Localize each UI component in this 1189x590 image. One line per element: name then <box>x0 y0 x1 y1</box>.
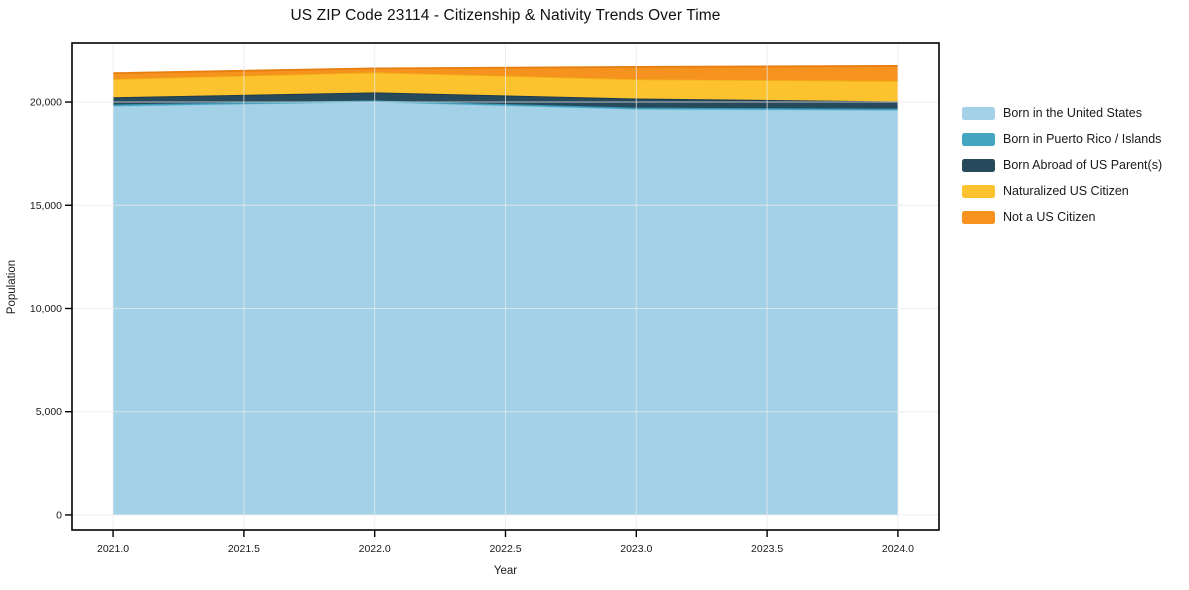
legend-swatch-not-citizen-icon <box>962 210 995 224</box>
x-tick-label: 2023.0 <box>620 543 652 555</box>
x-tick-label: 2022.5 <box>489 543 521 555</box>
legend-swatch-born-us-icon <box>962 106 995 120</box>
chart-title: US ZIP Code 23114 - Citizenship & Nativi… <box>290 7 721 24</box>
legend-item: Born in Puerto Rico / Islands <box>962 126 1162 152</box>
legend-label: Born in the United States <box>1003 106 1142 120</box>
y-tick-label: 10,000 <box>30 303 62 315</box>
legend-item: Born in the United States <box>962 100 1162 126</box>
legend-label: Born Abroad of US Parent(s) <box>1003 158 1163 172</box>
y-tick-label: 20,000 <box>30 97 62 109</box>
legend-label: Naturalized US Citizen <box>1003 184 1129 198</box>
x-axis-label: Year <box>493 565 518 577</box>
legend-item: Naturalized US Citizen <box>962 178 1162 204</box>
x-tick-label: 2021.5 <box>228 543 260 555</box>
x-tick-label: 2022.0 <box>359 543 391 555</box>
legend-item: Not a US Citizen <box>962 204 1162 230</box>
legend-label: Born in Puerto Rico / Islands <box>1003 132 1162 146</box>
legend-swatch-puerto-rico-icon <box>962 132 995 146</box>
y-axis-label: Population <box>6 259 18 315</box>
x-tick-label: 2024.0 <box>882 543 914 555</box>
legend-swatch-naturalized-icon <box>962 184 995 198</box>
x-tick-label: 2023.5 <box>751 543 783 555</box>
y-tick-label: 15,000 <box>30 200 62 212</box>
y-tick-label: 5,000 <box>36 406 62 418</box>
x-tick-label: 2021.0 <box>97 543 129 555</box>
legend-swatch-born-abroad-icon <box>962 158 995 172</box>
legend: Born in the United States Born in Puerto… <box>962 100 1162 230</box>
legend-label: Not a US Citizen <box>1003 210 1096 224</box>
legend-item: Born Abroad of US Parent(s) <box>962 152 1162 178</box>
y-tick-label: 0 <box>56 509 62 521</box>
